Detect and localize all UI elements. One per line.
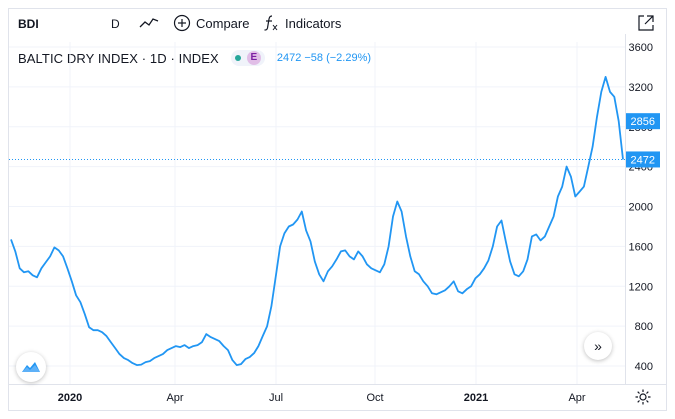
plus-circle-icon (173, 14, 191, 32)
x-tick-label: 2020 (58, 392, 82, 404)
fullscreen-icon[interactable] (637, 14, 655, 32)
y-tick-label: 3600 (629, 42, 653, 54)
end-of-day-badge: E (246, 51, 261, 65)
x-tick-label: Oct (366, 392, 383, 404)
chart-toolbar: BDI D Compare Indicators (8, 8, 667, 42)
line-style-icon[interactable] (139, 15, 159, 31)
last-value-text: 2472 −58 (−2.29%) (276, 52, 372, 64)
tradingview-logo[interactable] (16, 352, 46, 382)
y-tick-label: 1200 (629, 281, 653, 293)
tradingview-logo-icon (22, 362, 40, 372)
compare-label: Compare (196, 15, 250, 31)
indicators-button[interactable]: Indicators (263, 14, 341, 32)
x-tick-label: Apr (166, 392, 183, 404)
x-tick-label: Jul (269, 392, 283, 404)
function-icon (264, 15, 278, 31)
series-title: BALTIC DRY INDEX · 1D · INDEX (18, 50, 219, 66)
gear-icon[interactable] (634, 388, 652, 406)
y-tick-label: 1600 (629, 241, 653, 253)
chart-frame (8, 8, 667, 411)
indicators-label: Indicators (285, 15, 342, 31)
last-close-price-label-bg (626, 113, 660, 130)
last-close-price-label: 2856 (631, 116, 655, 128)
x-tick-label: Apr (568, 392, 585, 404)
crosshair-price-label-bg (626, 151, 660, 168)
market-status-pill[interactable]: E (230, 50, 265, 66)
symbol-search-button[interactable]: BDI (18, 17, 39, 31)
chart-legend: BALTIC DRY INDEX · 1D · INDEX E 2472 −58… (18, 50, 371, 66)
y-tick-label: 400 (635, 361, 653, 373)
compare-button[interactable]: Compare (173, 14, 249, 32)
y-tick-label: 2000 (629, 202, 653, 214)
y-tick-label: 800 (635, 321, 653, 333)
y-tick-label: 3200 (629, 82, 653, 94)
interval-button[interactable]: D (111, 17, 120, 31)
double-chevron-right-icon: » (594, 338, 602, 354)
x-tick-label: 2021 (464, 392, 488, 404)
scroll-to-realtime-button[interactable]: » (584, 332, 612, 360)
crosshair-price-label: 2472 (631, 154, 655, 166)
bdi-series-line (10, 76, 624, 367)
status-dot-icon (234, 55, 241, 61)
